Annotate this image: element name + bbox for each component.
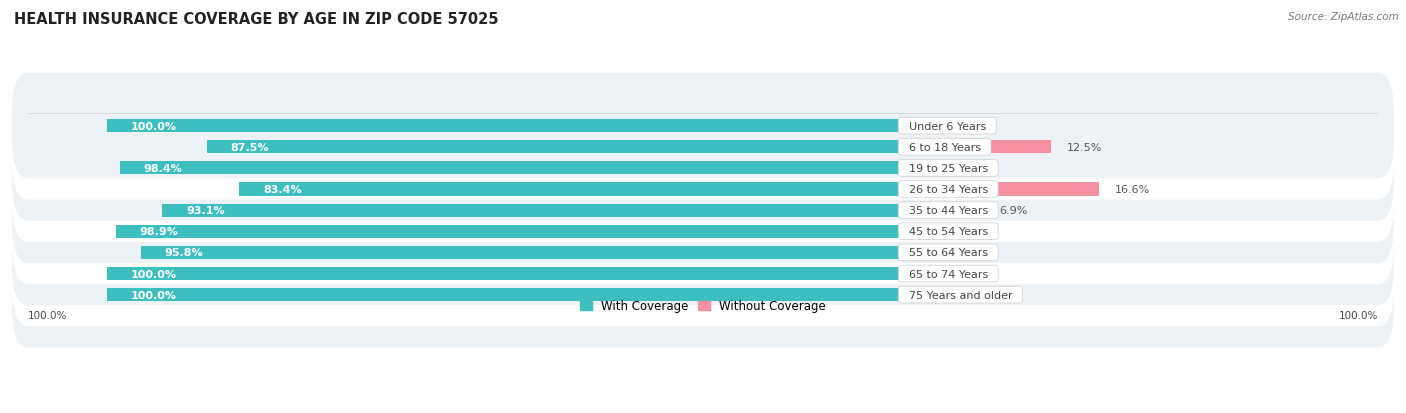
- Bar: [107, 120, 901, 133]
- Bar: [239, 183, 901, 196]
- Text: 100.0%: 100.0%: [131, 269, 177, 279]
- Bar: [120, 162, 901, 175]
- Bar: [901, 225, 925, 238]
- Text: HEALTH INSURANCE COVERAGE BY AGE IN ZIP CODE 57025: HEALTH INSURANCE COVERAGE BY AGE IN ZIP …: [14, 12, 499, 27]
- FancyBboxPatch shape: [11, 200, 1395, 306]
- Text: 100.0%: 100.0%: [131, 121, 177, 131]
- Text: 83.4%: 83.4%: [263, 185, 301, 195]
- Bar: [162, 204, 901, 217]
- Bar: [901, 267, 925, 280]
- FancyBboxPatch shape: [11, 116, 1395, 221]
- Text: 65 to 74 Years: 65 to 74 Years: [901, 269, 995, 279]
- Text: 0.0%: 0.0%: [941, 269, 970, 279]
- Text: 12.5%: 12.5%: [1066, 142, 1102, 152]
- Text: 98.9%: 98.9%: [139, 227, 179, 237]
- Text: 6.9%: 6.9%: [1000, 206, 1028, 216]
- FancyBboxPatch shape: [11, 179, 1395, 285]
- Text: 87.5%: 87.5%: [231, 142, 269, 152]
- Text: 100.0%: 100.0%: [1339, 311, 1378, 321]
- FancyBboxPatch shape: [11, 221, 1395, 327]
- Text: Source: ZipAtlas.com: Source: ZipAtlas.com: [1288, 12, 1399, 22]
- Text: 1.1%: 1.1%: [941, 227, 970, 237]
- Bar: [107, 267, 901, 280]
- Text: 93.1%: 93.1%: [186, 206, 225, 216]
- FancyBboxPatch shape: [11, 242, 1395, 348]
- Bar: [901, 246, 952, 259]
- Text: 19 to 25 Years: 19 to 25 Years: [901, 164, 995, 173]
- Bar: [901, 204, 984, 217]
- FancyBboxPatch shape: [11, 95, 1395, 200]
- Text: 0.0%: 0.0%: [941, 290, 970, 300]
- Text: 6 to 18 Years: 6 to 18 Years: [901, 142, 987, 152]
- Bar: [107, 288, 901, 301]
- Text: Under 6 Years: Under 6 Years: [901, 121, 993, 131]
- Bar: [141, 246, 901, 259]
- Text: 16.6%: 16.6%: [1115, 185, 1150, 195]
- Bar: [901, 141, 1050, 154]
- Bar: [115, 225, 901, 238]
- FancyBboxPatch shape: [11, 158, 1395, 263]
- Legend: With Coverage, Without Coverage: With Coverage, Without Coverage: [575, 295, 831, 317]
- FancyBboxPatch shape: [11, 74, 1395, 179]
- Text: 55 to 64 Years: 55 to 64 Years: [901, 248, 994, 258]
- Bar: [901, 183, 1099, 196]
- Text: 75 Years and older: 75 Years and older: [901, 290, 1019, 300]
- Text: 100.0%: 100.0%: [131, 290, 177, 300]
- Bar: [901, 120, 925, 133]
- Text: 100.0%: 100.0%: [28, 311, 67, 321]
- Text: 1.6%: 1.6%: [941, 164, 970, 173]
- Bar: [901, 288, 925, 301]
- Text: 45 to 54 Years: 45 to 54 Years: [901, 227, 995, 237]
- Bar: [207, 141, 901, 154]
- Text: 4.2%: 4.2%: [967, 248, 995, 258]
- FancyBboxPatch shape: [11, 137, 1395, 242]
- Text: 0.0%: 0.0%: [941, 121, 970, 131]
- Text: 26 to 34 Years: 26 to 34 Years: [901, 185, 995, 195]
- Text: 98.4%: 98.4%: [143, 164, 183, 173]
- Bar: [901, 162, 925, 175]
- Text: 95.8%: 95.8%: [165, 248, 202, 258]
- Text: 35 to 44 Years: 35 to 44 Years: [901, 206, 995, 216]
